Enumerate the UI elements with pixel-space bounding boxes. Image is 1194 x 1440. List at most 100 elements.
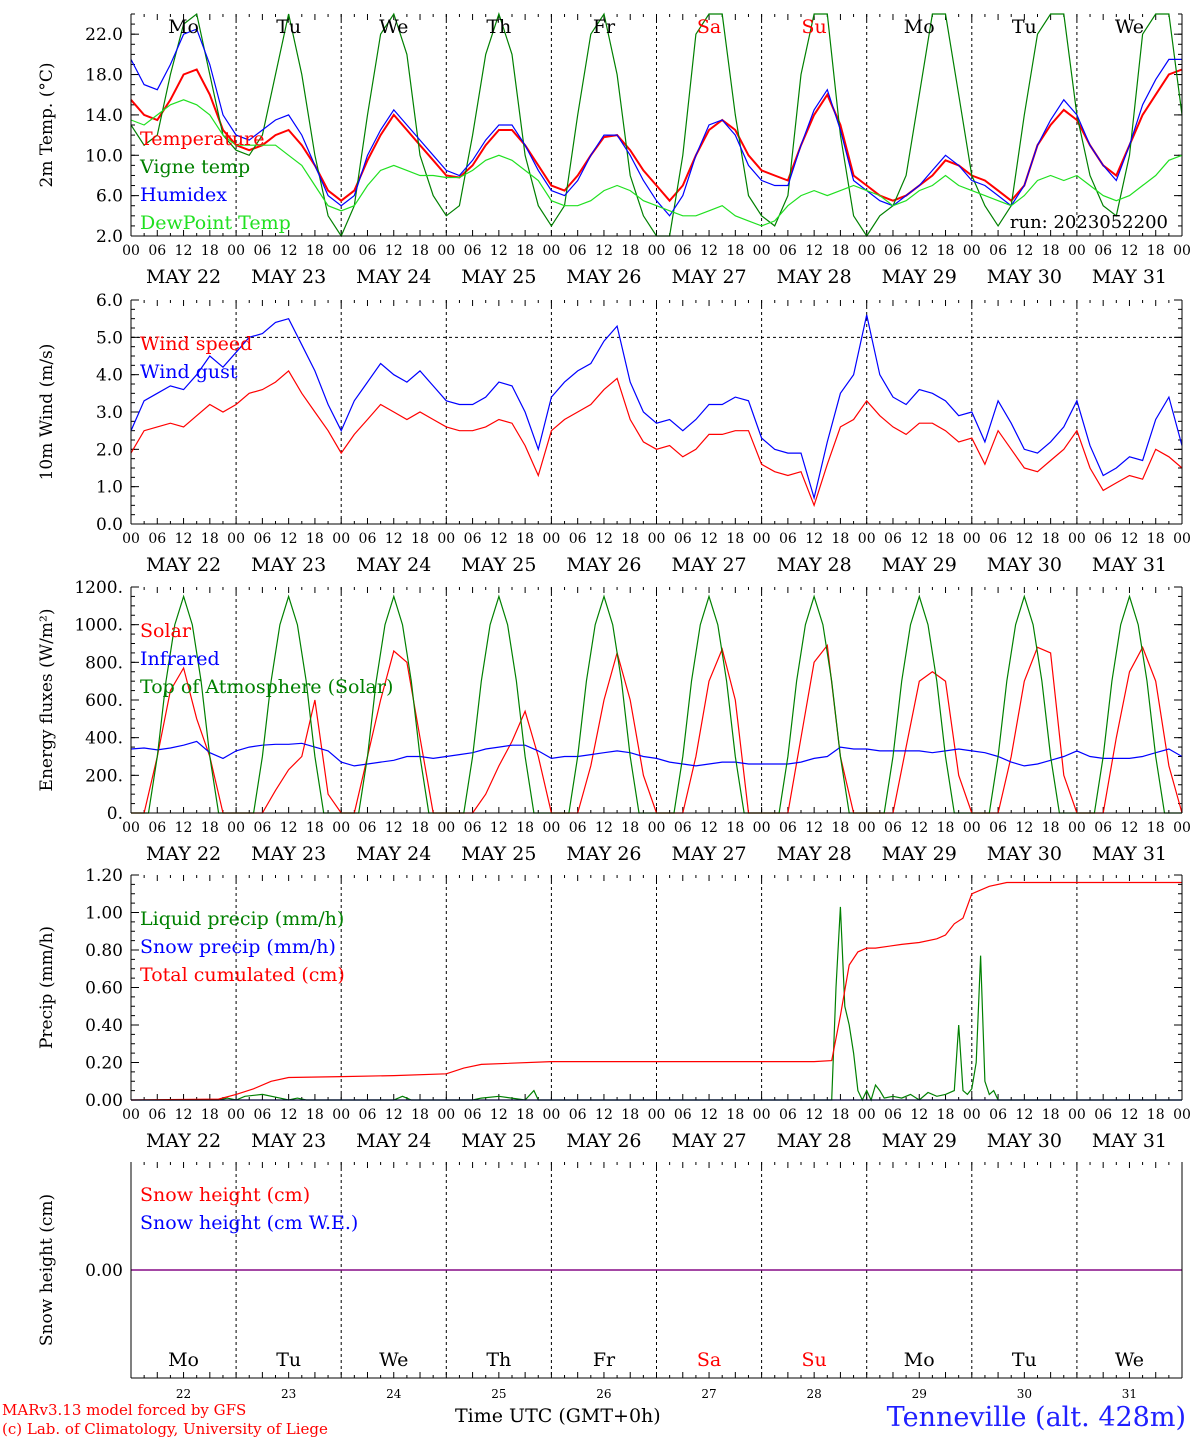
energy-hour-label: 18	[306, 820, 324, 836]
precip-hour-label: 00	[1173, 1107, 1191, 1123]
precip-date-label: MAY 30	[987, 1130, 1062, 1152]
energy-hour-label: 18	[1042, 820, 1060, 836]
energy-hour-label: 00	[1068, 820, 1086, 836]
temp-weekday-label: Th	[486, 16, 511, 38]
temp-date-label: MAY 25	[461, 266, 536, 288]
temp-hour-label: 06	[148, 243, 166, 259]
wind-hour-label: 06	[148, 531, 166, 547]
wind-hour-label: 00	[437, 531, 455, 547]
wind-date-label: MAY 29	[882, 554, 957, 576]
snow-day-number: 23	[281, 1387, 296, 1401]
precip-y-tick-label: 0.00	[85, 1091, 123, 1111]
temp-y-tick-label: 10.0	[85, 146, 123, 166]
energy-hour-label: 06	[253, 820, 271, 836]
energy-hour-label: 00	[122, 820, 140, 836]
precip-hour-label: 00	[858, 1107, 876, 1123]
temp-hour-label: 18	[726, 243, 744, 259]
precip-hour-label: 12	[175, 1107, 193, 1123]
snow-y-tick-label: 0.00	[85, 1261, 123, 1281]
temp-weekday-label: We	[379, 16, 408, 38]
energy-hour-label: 12	[385, 820, 403, 836]
energy-hour-label: 00	[753, 820, 771, 836]
snow-weekday-label: Tu	[276, 1349, 301, 1371]
temp-hour-label: 06	[674, 243, 692, 259]
snow-legend-0: Snow height (cm)	[140, 1184, 310, 1206]
wind-hour-label: 00	[648, 531, 666, 547]
temp-weekday-label: Sa	[697, 16, 721, 38]
temp-series-3	[130, 99, 1183, 227]
temp-hour-label: 12	[280, 243, 298, 259]
temp-hour-label: 18	[516, 243, 534, 259]
precip-hour-label: 06	[569, 1107, 587, 1123]
energy-hour-label: 12	[910, 820, 928, 836]
wind-y-tick-label: 0.0	[96, 515, 123, 535]
temp-date-label: MAY 27	[671, 266, 746, 288]
energy-hour-label: 06	[1094, 820, 1112, 836]
temp-series-2	[130, 28, 1182, 217]
wind-hour-label: 06	[253, 531, 271, 547]
energy-date-label: MAY 26	[566, 843, 641, 865]
lab-credit: (c) Lab. of Climatology, University of L…	[2, 1420, 328, 1438]
precip-hour-label: 18	[726, 1107, 744, 1123]
wind-hour-label: 12	[1121, 531, 1139, 547]
energy-date-label: MAY 27	[671, 843, 746, 865]
precip-hour-label: 18	[832, 1107, 850, 1123]
precip-hour-label: 12	[1015, 1107, 1033, 1123]
energy-y-tick-label: 1000.	[74, 616, 123, 636]
wind-hour-label: 18	[726, 531, 744, 547]
energy-hour-label: 12	[595, 820, 613, 836]
station-name: Tenneville (alt. 428m)	[886, 1402, 1186, 1433]
energy-legend-2: Top of Atmosphere (Solar)	[140, 676, 393, 698]
energy-hour-label: 18	[1147, 820, 1165, 836]
temp-weekday-label: Tu	[1012, 16, 1037, 38]
precip-date-label: MAY 24	[356, 1130, 431, 1152]
precip-y-tick-label: 1.20	[85, 866, 123, 886]
wind-hour-label: 18	[201, 531, 219, 547]
precip-hour-label: 12	[490, 1107, 508, 1123]
energy-hour-label: 06	[884, 820, 902, 836]
wind-y-tick-label: 3.0	[96, 403, 123, 423]
wind-date-label: MAY 26	[566, 554, 641, 576]
temp-hour-label: 00	[1173, 243, 1191, 259]
precip-series-2	[130, 881, 1182, 1101]
energy-hour-label: 06	[674, 820, 692, 836]
temp-y-tick-label: 6.0	[96, 187, 123, 207]
temp-date-label: MAY 23	[251, 266, 326, 288]
temp-hour-label: 00	[753, 243, 771, 259]
wind-hour-label: 18	[1042, 531, 1060, 547]
snow-weekday-label: Sa	[697, 1349, 721, 1371]
energy-hour-label: 00	[1173, 820, 1191, 836]
wind-hour-label: 18	[516, 531, 534, 547]
wind-hour-label: 18	[621, 531, 639, 547]
model-credit: MARv3.13 model forced by GFS	[2, 1401, 247, 1419]
precip-date-label: MAY 22	[146, 1130, 221, 1152]
precip-date-label: MAY 25	[461, 1130, 536, 1152]
precip-hour-label: 12	[910, 1107, 928, 1123]
precip-hour-label: 06	[359, 1107, 377, 1123]
temp-series-0	[130, 68, 1183, 203]
precip-hour-label: 18	[1147, 1107, 1165, 1123]
snow-day-number: 25	[491, 1387, 506, 1401]
energy-hour-label: 12	[700, 820, 718, 836]
temp-weekday-label: Fr	[593, 16, 616, 38]
snow-day-number: 30	[1017, 1387, 1032, 1401]
wind-hour-label: 00	[1173, 531, 1191, 547]
energy-date-label: MAY 31	[1092, 843, 1167, 865]
precip-hour-label: 18	[411, 1107, 429, 1123]
energy-hour-label: 06	[779, 820, 797, 836]
energy-hour-label: 18	[832, 820, 850, 836]
energy-y-tick-label: 200.	[85, 766, 123, 786]
energy-hour-label: 06	[464, 820, 482, 836]
temp-hour-label: 06	[884, 243, 902, 259]
temp-hour-label: 00	[858, 243, 876, 259]
precip-hour-label: 00	[1068, 1107, 1086, 1123]
temp-y-tick-label: 22.0	[85, 25, 123, 45]
precip-hour-label: 06	[148, 1107, 166, 1123]
temp-hour-label: 12	[175, 243, 193, 259]
precip-date-label: MAY 28	[777, 1130, 852, 1152]
temp-weekday-label: Su	[802, 16, 827, 38]
snow-weekday-label: We	[1115, 1349, 1144, 1371]
wind-hour-label: 12	[700, 531, 718, 547]
wind-date-label: MAY 30	[987, 554, 1062, 576]
